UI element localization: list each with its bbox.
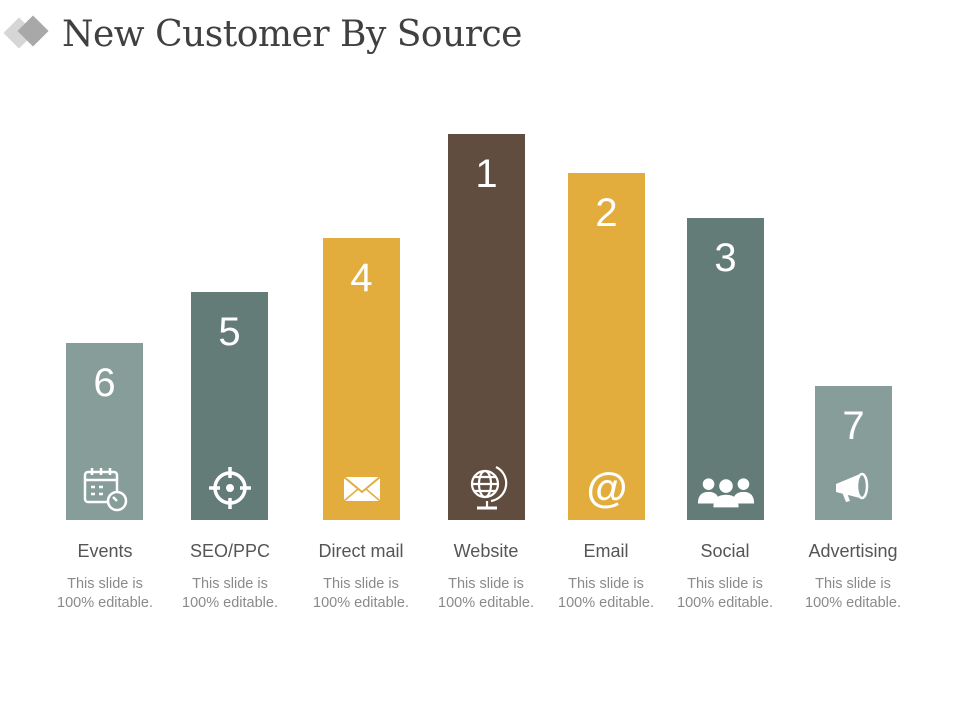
bar-direct-mail: 4 bbox=[323, 238, 400, 520]
description-direct-mail: This slide is 100% editable. bbox=[313, 576, 409, 611]
rank-number: 1 bbox=[475, 152, 498, 196]
category-label-advertising: Advertising bbox=[808, 541, 898, 561]
category-label-website: Website bbox=[453, 541, 519, 561]
bar-seo-ppc: 5 bbox=[191, 292, 268, 520]
calendar-clock-icon bbox=[83, 468, 127, 512]
svg-text:@: @ bbox=[586, 464, 627, 511]
category-label-social: Social bbox=[700, 541, 750, 561]
people-group-icon bbox=[697, 478, 754, 508]
description-seo-ppc: This slide is 100% editable. bbox=[182, 576, 278, 611]
rank-number: 3 bbox=[714, 236, 737, 280]
category-label-seo-ppc: SEO/PPC bbox=[189, 541, 271, 561]
category-label-email: Email bbox=[583, 541, 629, 561]
rank-number: 2 bbox=[595, 191, 618, 235]
category-label-direct-mail: Direct mail bbox=[318, 541, 404, 561]
globe-icon bbox=[470, 466, 507, 510]
rank-number: 6 bbox=[93, 361, 116, 405]
crosshair-target-icon bbox=[208, 467, 251, 509]
at-sign-icon: @ bbox=[586, 464, 627, 511]
rank-number: 4 bbox=[350, 256, 373, 300]
megaphone-icon bbox=[835, 472, 868, 502]
bar-advertising: 7 bbox=[815, 386, 892, 520]
category-label-events: Events bbox=[77, 541, 133, 561]
description-social: This slide is 100% editable. bbox=[677, 576, 773, 611]
bar-website: 1 bbox=[448, 134, 525, 520]
rank-number: 5 bbox=[218, 310, 241, 354]
description-email: This slide is 100% editable. bbox=[558, 576, 654, 611]
logo-diamonds-icon bbox=[2, 15, 52, 52]
description-website: This slide is 100% editable. bbox=[438, 576, 534, 611]
envelope-icon bbox=[342, 476, 381, 502]
bar-events: 6 bbox=[66, 343, 143, 520]
rank-number: 7 bbox=[842, 404, 865, 448]
bar-email: 2 @ bbox=[568, 173, 645, 520]
description-advertising: This slide is 100% editable. bbox=[805, 576, 901, 611]
page-title: New Customer By Source bbox=[62, 14, 522, 55]
bar-social: 3 bbox=[687, 218, 764, 520]
description-events: This slide is 100% editable. bbox=[57, 576, 153, 611]
